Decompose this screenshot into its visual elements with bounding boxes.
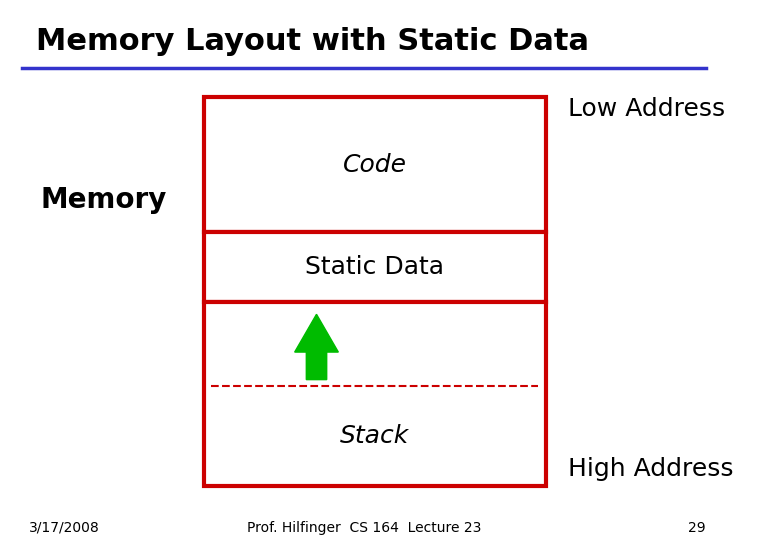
Text: 3/17/2008: 3/17/2008 xyxy=(29,521,100,535)
Text: Low Address: Low Address xyxy=(568,97,725,121)
Bar xyxy=(204,302,546,486)
Text: Stack: Stack xyxy=(340,424,409,448)
Bar xyxy=(204,232,546,302)
Text: High Address: High Address xyxy=(568,457,733,481)
Text: 29: 29 xyxy=(688,521,706,535)
Text: Memory: Memory xyxy=(41,186,167,214)
Text: Memory Layout with Static Data: Memory Layout with Static Data xyxy=(37,27,589,56)
Text: Code: Code xyxy=(343,153,407,177)
Text: Static Data: Static Data xyxy=(305,255,444,279)
Polygon shape xyxy=(295,314,338,380)
Text: Prof. Hilfinger  CS 164  Lecture 23: Prof. Hilfinger CS 164 Lecture 23 xyxy=(246,521,481,535)
Bar xyxy=(204,97,546,232)
